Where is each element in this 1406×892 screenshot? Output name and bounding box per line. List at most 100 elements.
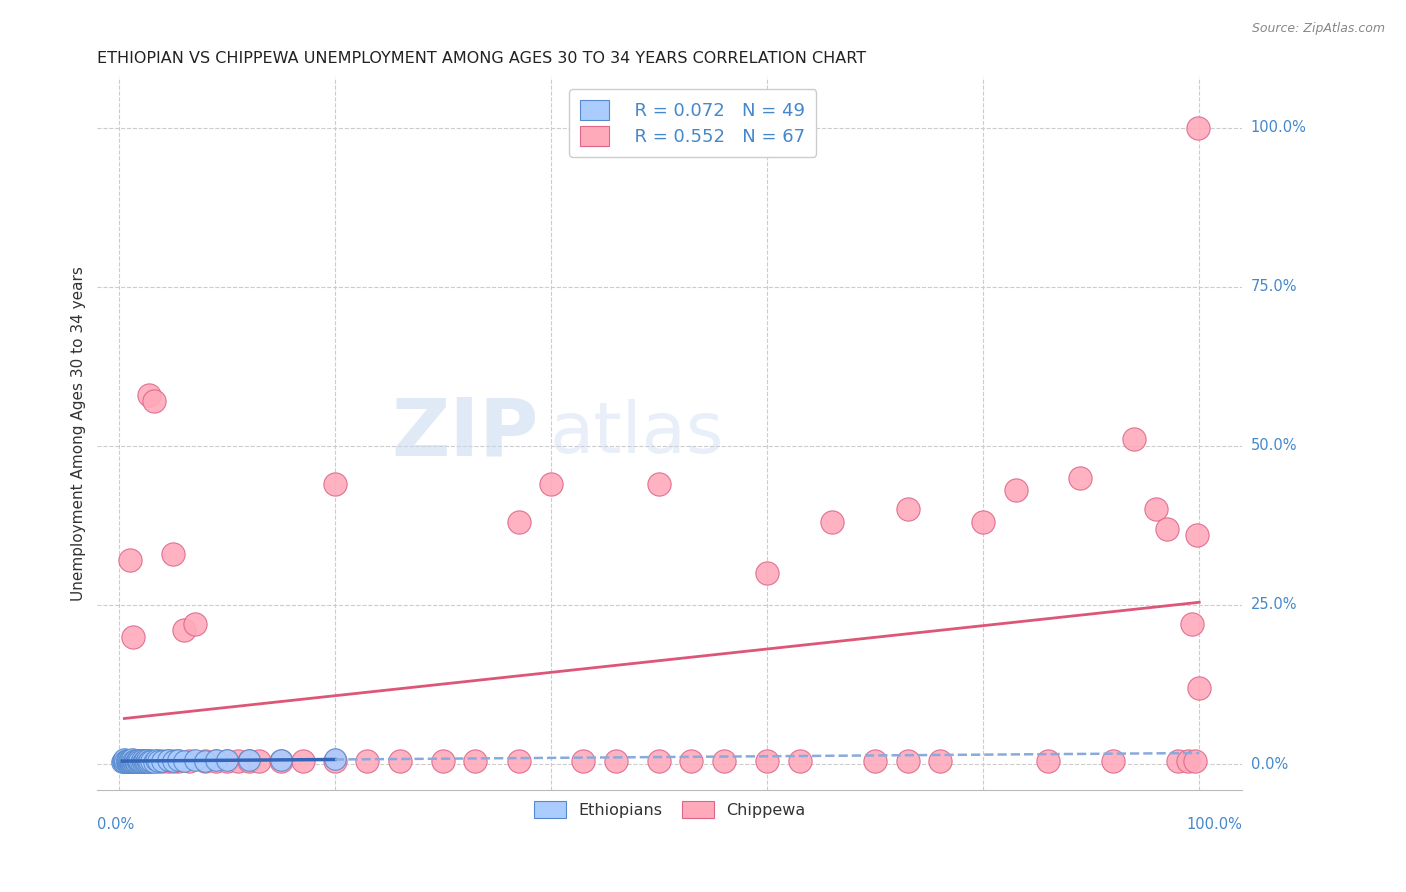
Point [146,754,169,768]
Point [648,754,671,768]
Point [896,754,918,768]
Point [821,515,844,529]
Point [291,754,314,768]
Point [145,753,167,767]
Text: 100.0%: 100.0% [1187,817,1243,832]
Point [136,755,159,769]
Point [124,754,146,768]
Point [162,547,184,561]
Text: 0.0%: 0.0% [1251,756,1288,772]
Point [464,754,486,768]
Point [162,754,184,768]
Point [1069,470,1091,484]
Point [1187,120,1209,135]
Point [572,754,595,768]
Point [323,752,346,766]
Point [117,753,139,767]
Point [150,754,173,768]
Point [713,754,735,768]
Text: ZIP: ZIP [391,394,538,472]
Point [226,754,249,768]
Y-axis label: Unemployment Among Ages 30 to 34 years: Unemployment Among Ages 30 to 34 years [72,266,86,600]
Point [896,502,918,516]
Point [1167,754,1189,768]
Point [121,755,143,769]
Text: atlas: atlas [550,399,724,467]
Point [121,754,143,768]
Point [205,754,228,768]
Point [929,754,952,768]
Text: 50.0%: 50.0% [1251,438,1298,453]
Point [167,753,190,767]
Point [605,754,627,768]
Point [432,754,454,768]
Point [215,754,238,768]
Point [115,756,138,770]
Point [183,617,205,632]
Point [135,754,157,768]
Point [648,477,671,491]
Legend: Ethiopians, Chippewa: Ethiopians, Chippewa [527,794,813,824]
Point [179,754,201,768]
Point [118,756,141,770]
Point [173,624,195,638]
Point [124,753,146,767]
Point [134,753,156,767]
Point [112,752,135,766]
Point [115,753,138,767]
Point [270,754,292,768]
Point [142,755,165,769]
Point [118,753,141,767]
Point [323,477,346,491]
Point [122,756,145,770]
Point [122,754,145,768]
Point [112,754,135,768]
Point [1177,754,1199,768]
Text: Source: ZipAtlas.com: Source: ZipAtlas.com [1251,22,1385,36]
Point [183,753,205,767]
Point [129,755,152,769]
Point [270,753,292,767]
Point [194,754,217,768]
Point [117,755,139,769]
Point [114,754,136,768]
Text: 0.0%: 0.0% [97,817,135,832]
Point [1188,681,1211,695]
Point [136,753,159,767]
Point [247,754,270,768]
Point [156,753,179,767]
Text: ETHIOPIAN VS CHIPPEWA UNEMPLOYMENT AMONG AGES 30 TO 34 YEARS CORRELATION CHART: ETHIOPIAN VS CHIPPEWA UNEMPLOYMENT AMONG… [97,51,866,66]
Point [1144,502,1167,516]
Point [1184,754,1206,768]
Point [238,753,260,767]
Point [131,753,153,767]
Point [127,753,149,767]
Point [356,754,378,768]
Point [863,754,886,768]
Point [135,755,157,769]
Point [138,754,160,768]
Point [138,388,160,402]
Point [146,754,169,768]
Point [127,753,149,767]
Point [1156,522,1178,536]
Point [508,515,530,529]
Point [120,754,142,768]
Point [142,394,165,409]
Point [1036,754,1059,768]
Point [121,752,143,766]
Point [1101,754,1123,768]
Point [167,754,190,768]
Point [540,477,562,491]
Point [125,754,148,768]
Point [127,756,149,770]
Point [173,754,195,768]
Point [112,755,135,769]
Point [1185,528,1208,542]
Point [215,753,238,767]
Point [118,553,141,567]
Point [972,515,994,529]
Point [138,754,160,768]
Point [789,754,811,768]
Point [141,754,163,768]
